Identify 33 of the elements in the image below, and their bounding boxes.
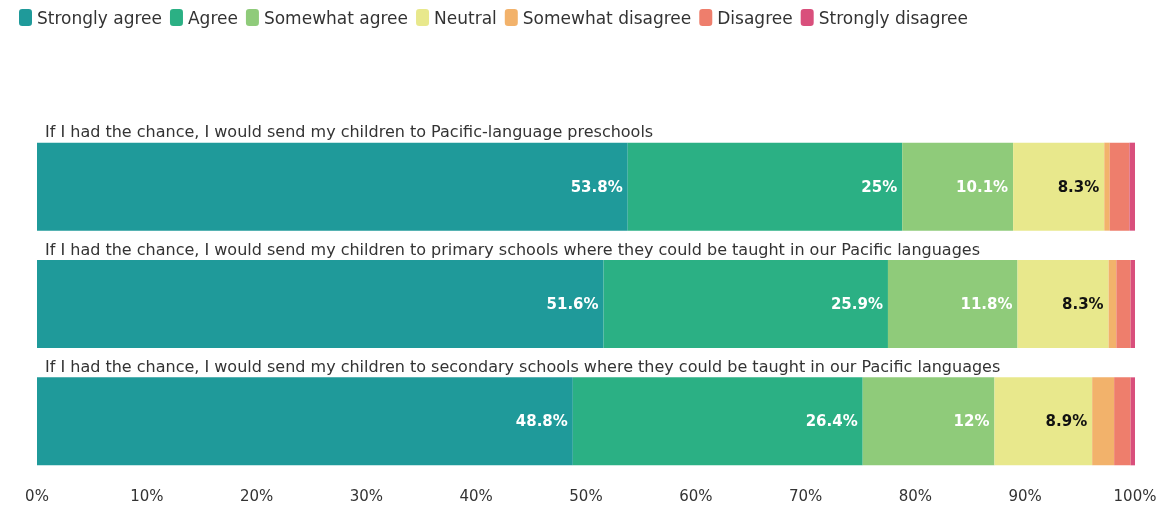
legend-label: Neutral: [434, 7, 497, 28]
x-tick-label: 50%: [569, 486, 603, 505]
x-tick-label: 90%: [1008, 486, 1042, 505]
y-tick-label: If I had the chance, I would send my children to primary schools where they could be taught in our Pacific languages: [45, 239, 980, 259]
legend-label: Disagree: [717, 7, 793, 28]
data-label: 8.3%: [1057, 177, 1100, 196]
legend-label: Somewhat disagree: [522, 7, 692, 28]
legend-label: Strongly disagree: [818, 7, 969, 28]
legend-label: Agree: [187, 7, 238, 28]
y-tick-label: If I had the chance, I would send my children to secondary schools where they could be taught in our Pacific languages: [45, 356, 1001, 376]
data-label: 8.9%: [1045, 412, 1088, 431]
x-tick-label: 40%: [459, 486, 493, 505]
data-label: 26.4%: [805, 412, 858, 431]
x-tick-label: 70%: [788, 486, 823, 505]
legend-label: Somewhat agree: [263, 7, 409, 28]
x-tick-label: 100%: [1113, 486, 1157, 505]
data-label: 53.8%: [570, 177, 623, 196]
x-tick-label: 80%: [898, 486, 933, 505]
data-label: 11.8%: [960, 295, 1013, 313]
x-tick-label: 20%: [239, 486, 274, 505]
data-label: 10.1%: [956, 177, 1009, 196]
data-label: 48.8%: [515, 412, 568, 431]
x-tick-label: 30%: [349, 486, 384, 505]
data-label: 25.9%: [830, 295, 883, 313]
x-tick-label: 10%: [130, 486, 164, 505]
data-label: 25%: [861, 177, 898, 196]
data-label: 51.6%: [546, 295, 599, 313]
data-label: 12%: [953, 412, 990, 431]
x-tick-label: 0%: [25, 486, 49, 505]
y-tick-label: If I had the chance, I would send my children to Pacific-language preschools: [45, 122, 654, 142]
data-label: 8.3%: [1062, 295, 1104, 313]
x-tick-label: 60%: [679, 486, 713, 505]
legend-label: Strongly agree: [37, 7, 162, 28]
